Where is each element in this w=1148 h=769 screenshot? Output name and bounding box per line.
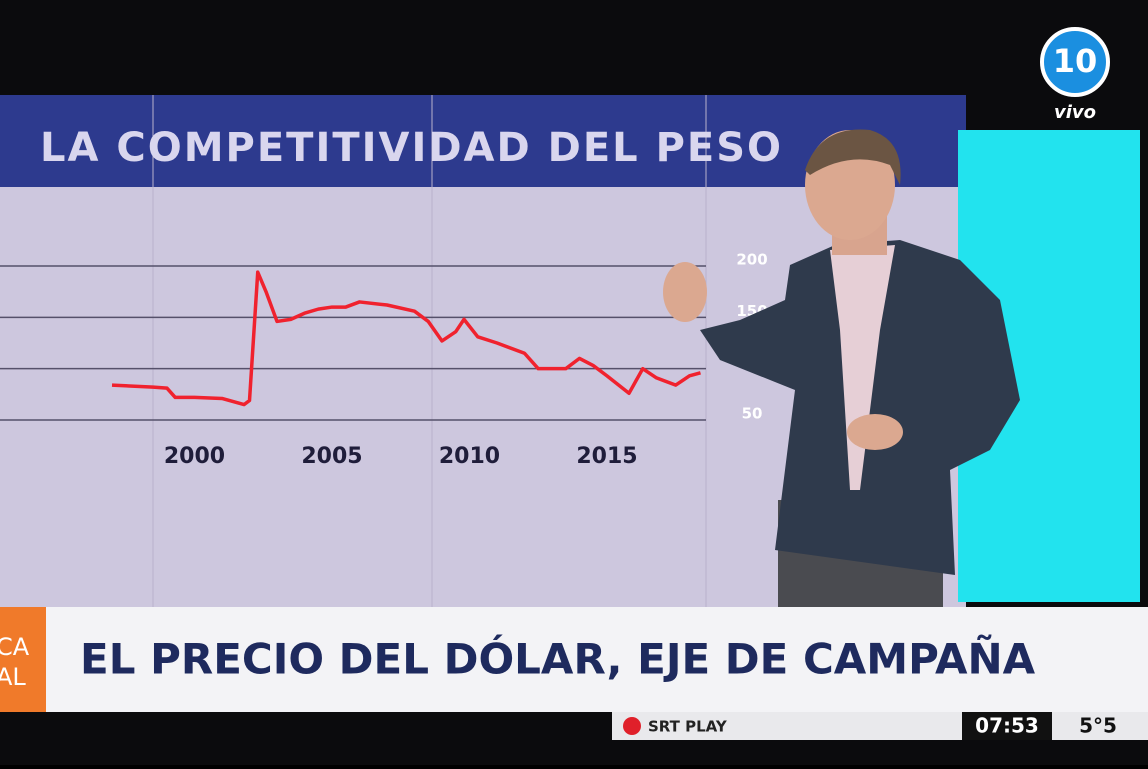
srt-icon <box>623 717 641 735</box>
ticker <box>612 712 1148 740</box>
program-tag <box>0 607 46 712</box>
logo-text: 10 <box>1053 42 1098 80</box>
program-tag-text: AL <box>0 663 26 691</box>
y-tick-label: 200 <box>736 251 767 269</box>
srt-play: SRT PLAY <box>648 718 728 736</box>
chart-header <box>0 95 966 187</box>
headline: EL PRECIO DEL DÓLAR, EJE DE CAMPAÑA <box>80 634 1036 684</box>
presenter-hand <box>663 262 707 322</box>
presenter-shirt <box>830 245 895 490</box>
channel-logo <box>1040 27 1110 97</box>
clock: 07:53 <box>975 714 1039 738</box>
lower-third <box>0 607 1148 712</box>
x-tick-label: 2005 <box>301 444 362 469</box>
presenter-hair <box>805 129 901 185</box>
presenter <box>663 129 1020 610</box>
temperature: 5°5 <box>1079 714 1117 738</box>
x-tick-label: 2015 <box>576 444 637 469</box>
y-tick-label: 50 <box>742 405 763 423</box>
program-tag-text: CA <box>0 633 30 661</box>
x-tick-label: 2000 <box>164 444 225 469</box>
live-label: vivo <box>1054 102 1096 123</box>
data-line <box>111 270 701 407</box>
chart-title: LA COMPETITIVIDAD DEL PESO <box>40 125 783 171</box>
x-tick-label: 2010 <box>439 444 500 469</box>
clock-box <box>962 712 1052 740</box>
presenter-hand <box>847 414 903 450</box>
